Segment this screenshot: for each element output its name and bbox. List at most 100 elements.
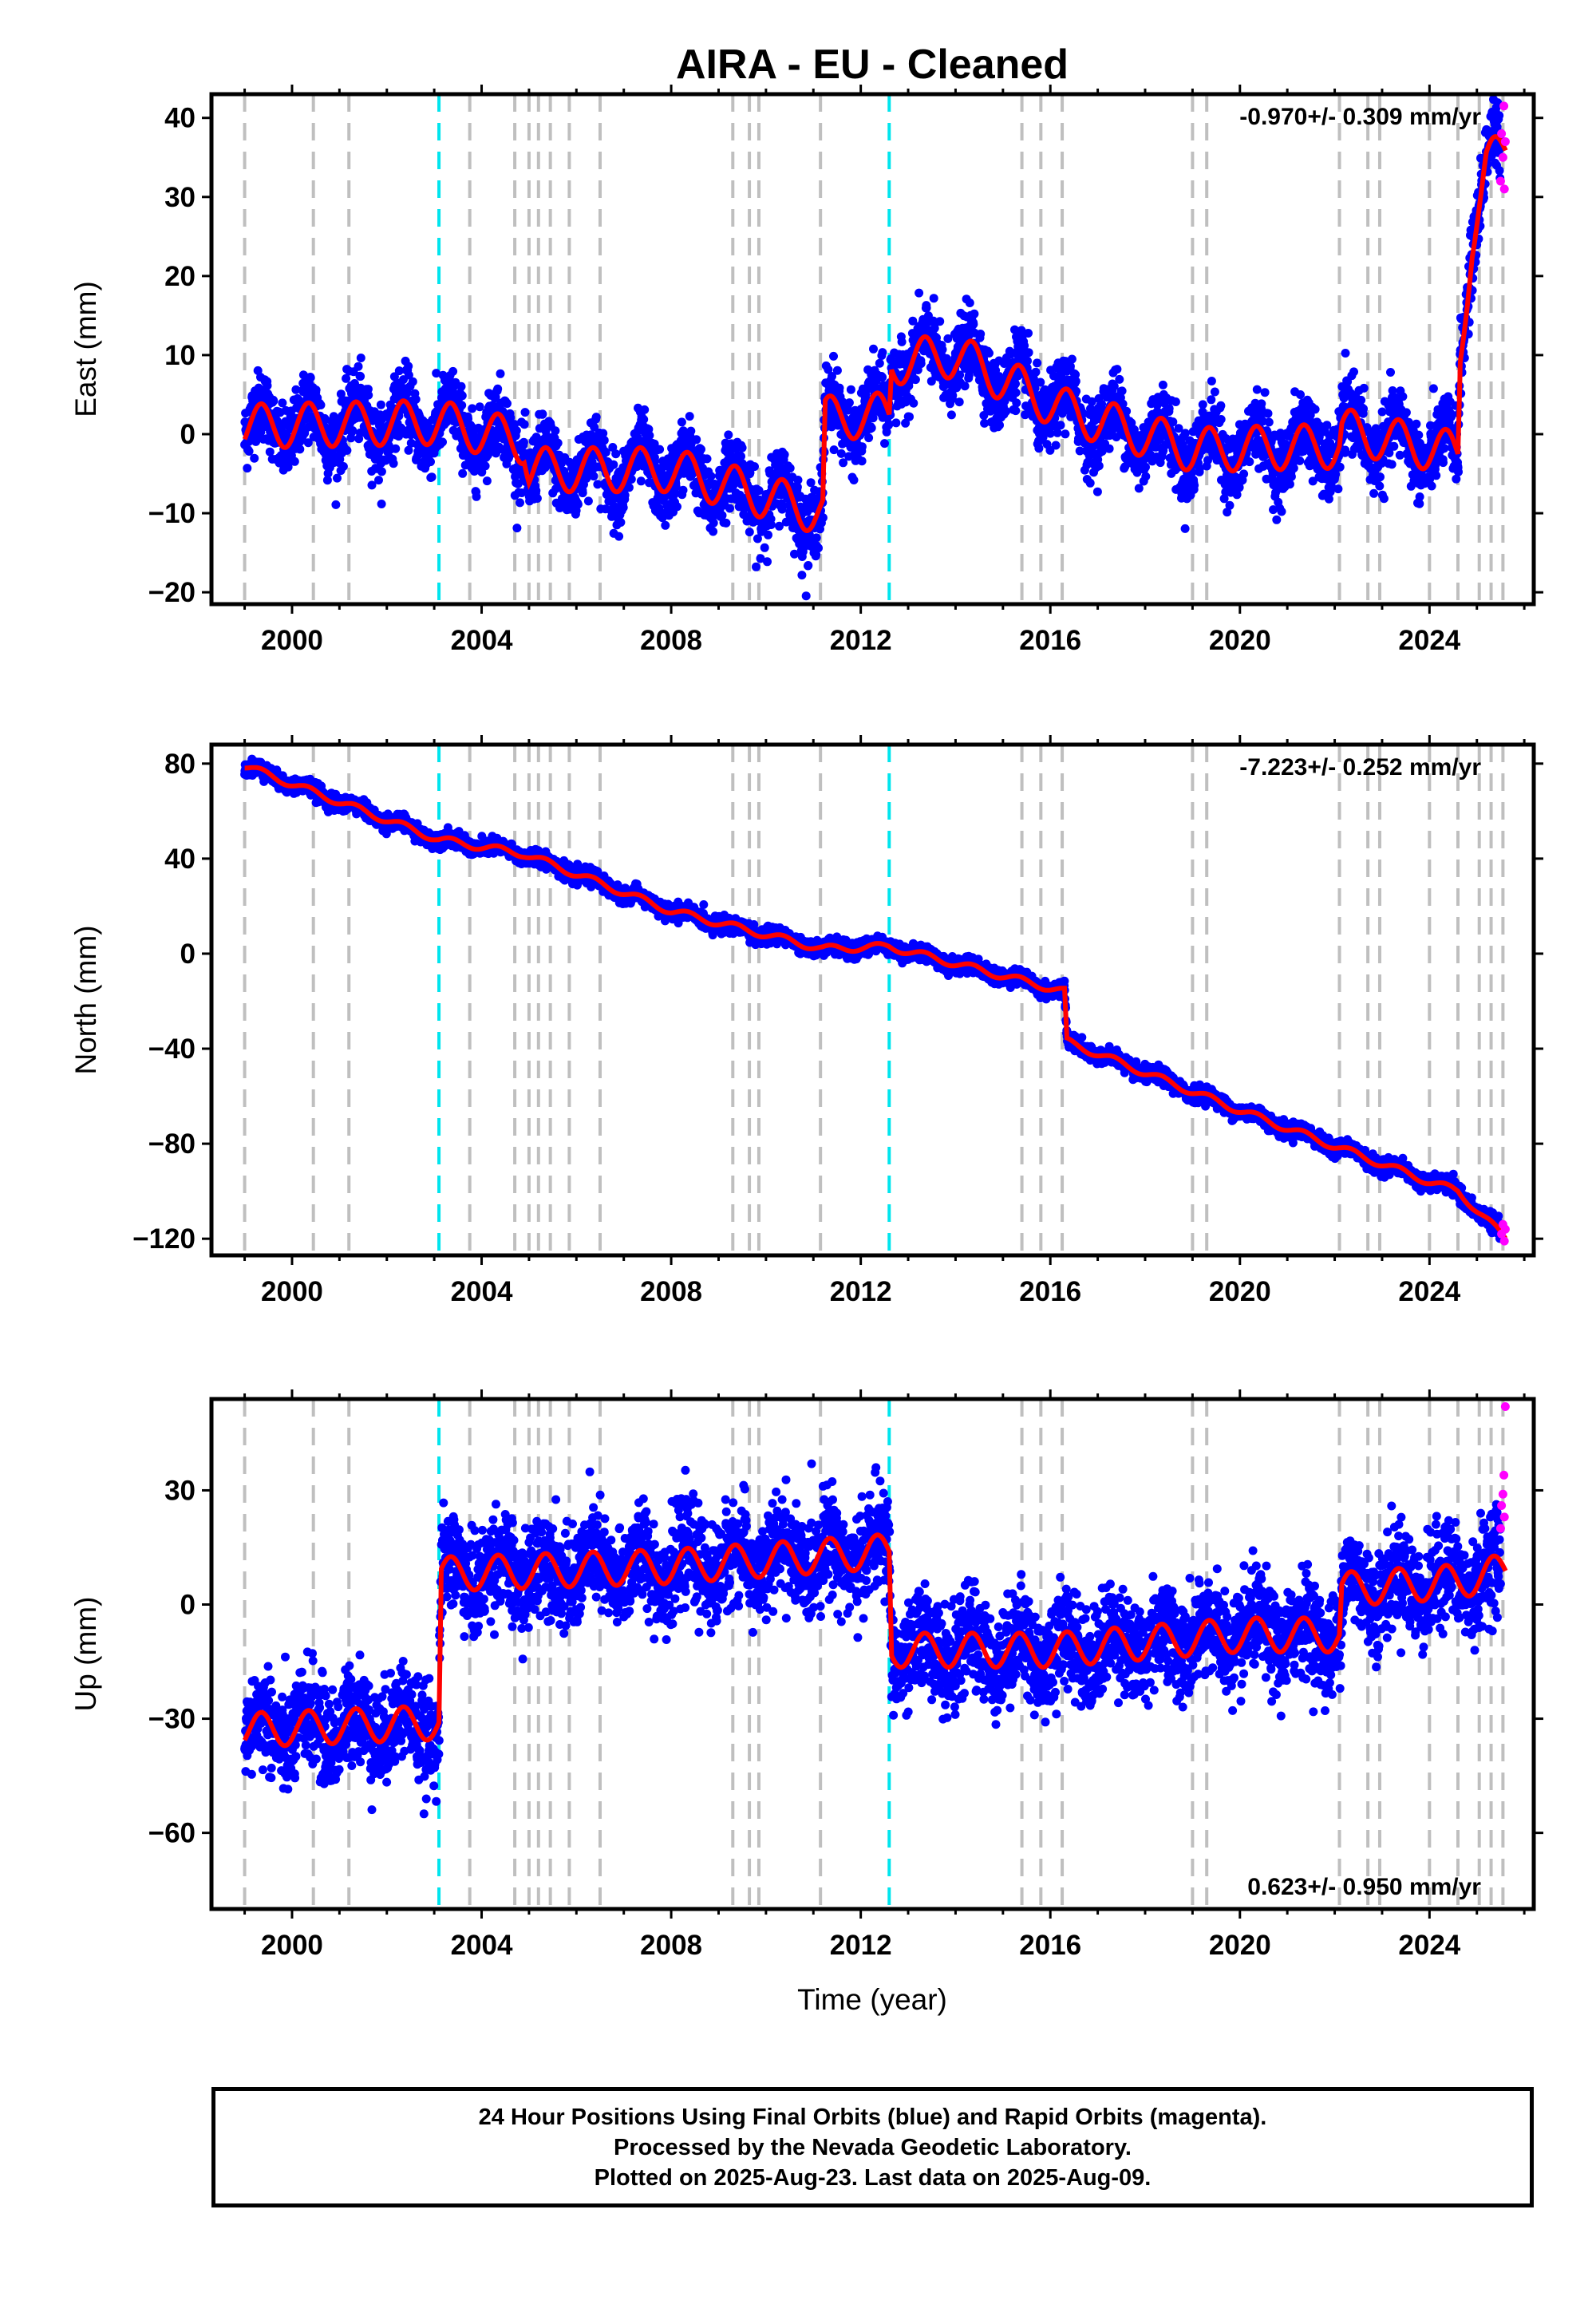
data-point [367, 480, 377, 490]
data-point [1094, 461, 1104, 471]
data-point [1216, 415, 1226, 424]
data-point [1412, 419, 1421, 429]
data-point [1061, 429, 1070, 439]
x-tick-label: 2008 [640, 625, 702, 656]
data-point [278, 398, 287, 408]
data-point [1440, 444, 1449, 453]
data-point [1252, 385, 1262, 394]
data-point [295, 445, 305, 454]
data-point [764, 530, 772, 539]
data-point [316, 401, 326, 409]
data-point [1257, 399, 1266, 409]
data-point [364, 390, 373, 400]
data-point [1264, 417, 1274, 427]
data-point [578, 488, 587, 498]
data-point [589, 472, 598, 481]
data-point [1387, 460, 1396, 469]
data-point [342, 445, 352, 455]
data-point [905, 412, 914, 421]
data-point [1289, 464, 1298, 473]
data-point [857, 442, 867, 452]
data-point [303, 438, 313, 448]
data-point [818, 513, 828, 523]
data-point [1357, 395, 1366, 405]
rapid-point [1499, 101, 1509, 111]
data-point [531, 486, 541, 496]
rapid-point [1498, 152, 1507, 162]
data-point [356, 354, 365, 362]
data-point [1414, 430, 1424, 440]
data-point [426, 457, 435, 467]
data-point [1001, 406, 1011, 416]
data-point [677, 417, 686, 427]
data-point [897, 337, 907, 346]
data-point [438, 437, 447, 447]
y-tick-label: −10 [148, 498, 196, 529]
data-point [709, 518, 718, 528]
data-point [283, 462, 293, 472]
data-point [553, 438, 563, 448]
data-point [801, 591, 811, 601]
data-point [336, 389, 346, 399]
data-point [737, 452, 745, 461]
data-point [832, 366, 842, 375]
data-point [538, 409, 547, 419]
data-point [836, 449, 846, 458]
data-point [512, 426, 521, 436]
data-point [1263, 409, 1273, 418]
data-point [468, 404, 477, 413]
data-point [793, 476, 803, 484]
data-point [408, 377, 417, 386]
data-point [1053, 428, 1062, 437]
data-point [1198, 400, 1207, 409]
data-point [636, 476, 646, 486]
data-point [864, 433, 874, 443]
data-point [609, 460, 618, 469]
data-point [954, 397, 964, 407]
data-point [1415, 492, 1424, 501]
data-point [909, 398, 918, 408]
data-point [243, 464, 252, 473]
data-point [960, 381, 970, 391]
data-point [737, 443, 747, 453]
data-point [814, 543, 823, 553]
data-point [1335, 462, 1345, 472]
data-point [618, 503, 628, 512]
data-point [482, 476, 492, 486]
data-point [376, 400, 385, 409]
data-point [645, 431, 654, 441]
data-point [480, 461, 490, 471]
data-point [377, 500, 386, 508]
data-point [457, 391, 467, 401]
data-point [394, 432, 404, 441]
data-point [702, 454, 712, 464]
x-tick-label: 2004 [451, 625, 513, 656]
data-point [1011, 379, 1020, 389]
data-point [250, 453, 259, 463]
x-tick-label: 2020 [1209, 625, 1271, 656]
data-point [611, 449, 621, 459]
data-point [880, 439, 889, 449]
data-point [1117, 386, 1127, 396]
data-point [298, 370, 308, 380]
data-point [911, 375, 920, 385]
data-point [1011, 406, 1021, 416]
data-point [404, 445, 413, 455]
data-point [404, 370, 413, 380]
data-point [377, 467, 386, 476]
data-point [614, 532, 624, 541]
data-point [849, 476, 859, 484]
data-point [1210, 387, 1219, 397]
data-point [1386, 368, 1395, 377]
data-point [265, 447, 275, 456]
y-tick-label: −20 [148, 577, 196, 608]
data-point [263, 381, 272, 390]
rapid-point [1495, 176, 1505, 186]
data-point [583, 496, 593, 506]
data-point [760, 543, 769, 552]
data-point [673, 502, 681, 512]
final-orbit-points [240, 754, 1505, 1243]
